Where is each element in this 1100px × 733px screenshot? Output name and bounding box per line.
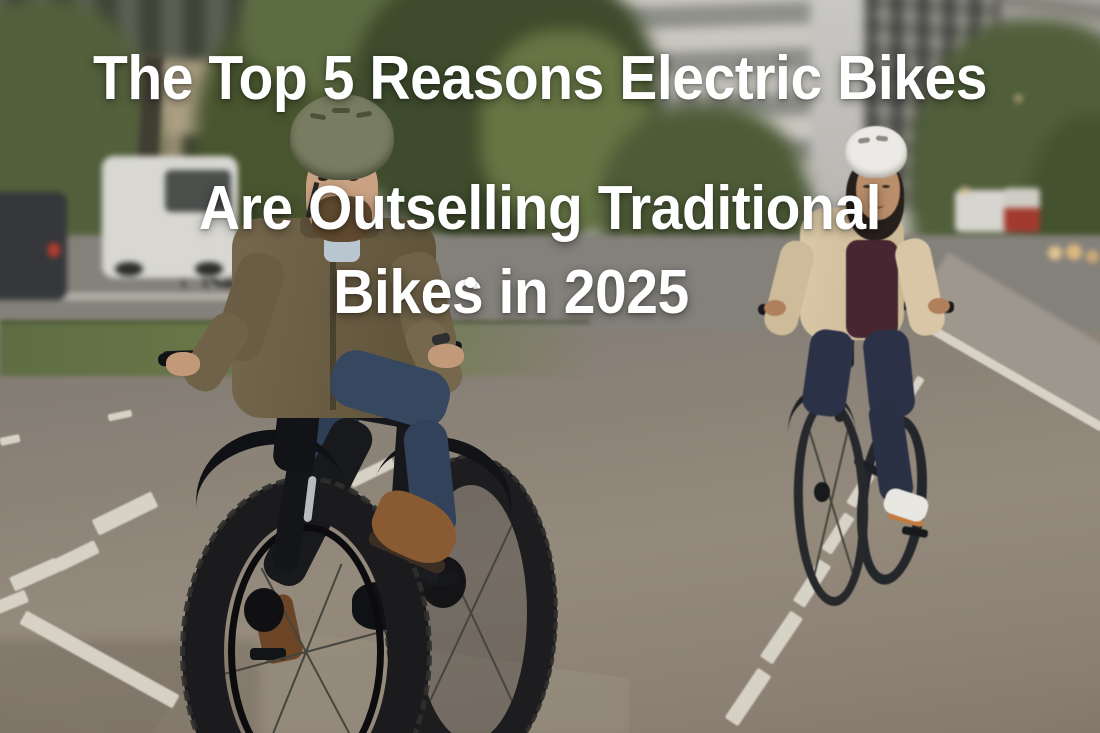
far-curb bbox=[0, 293, 360, 300]
woman-eye bbox=[882, 185, 890, 188]
man-beard bbox=[312, 196, 372, 242]
woman-sweater bbox=[846, 240, 898, 338]
bokeh-light bbox=[1086, 250, 1099, 263]
man-jacket-zip bbox=[330, 240, 336, 410]
bokeh-light bbox=[1014, 94, 1023, 103]
woman-front-hub bbox=[814, 482, 830, 502]
bokeh-light bbox=[1066, 244, 1082, 260]
title-line-3: Bikes in 2025 bbox=[333, 258, 689, 327]
van-windshield bbox=[165, 170, 231, 212]
stray-dot-artifact bbox=[465, 277, 476, 288]
woman-eye bbox=[863, 185, 871, 188]
distant-white-van bbox=[955, 190, 1011, 232]
man-helmet-vent bbox=[332, 108, 350, 113]
woman-hand bbox=[764, 300, 786, 316]
woman-hand bbox=[928, 298, 950, 314]
man-eye bbox=[318, 176, 328, 181]
man-hand bbox=[166, 352, 200, 376]
woman-helmet bbox=[845, 126, 907, 178]
woman-smile bbox=[868, 200, 884, 209]
distant-red-tram bbox=[1004, 188, 1040, 232]
man-hand bbox=[428, 344, 464, 368]
van-wheel bbox=[195, 262, 223, 276]
van-wheel bbox=[115, 262, 143, 276]
title-line-2: Are Outselling Traditional bbox=[198, 174, 882, 243]
bokeh-light bbox=[960, 186, 970, 196]
bokeh-light bbox=[1048, 246, 1062, 260]
title-line-1: The Top 5 Reasons Electric Bikes bbox=[92, 44, 988, 113]
car-taillight bbox=[48, 243, 60, 257]
man-front-hub bbox=[244, 588, 284, 632]
